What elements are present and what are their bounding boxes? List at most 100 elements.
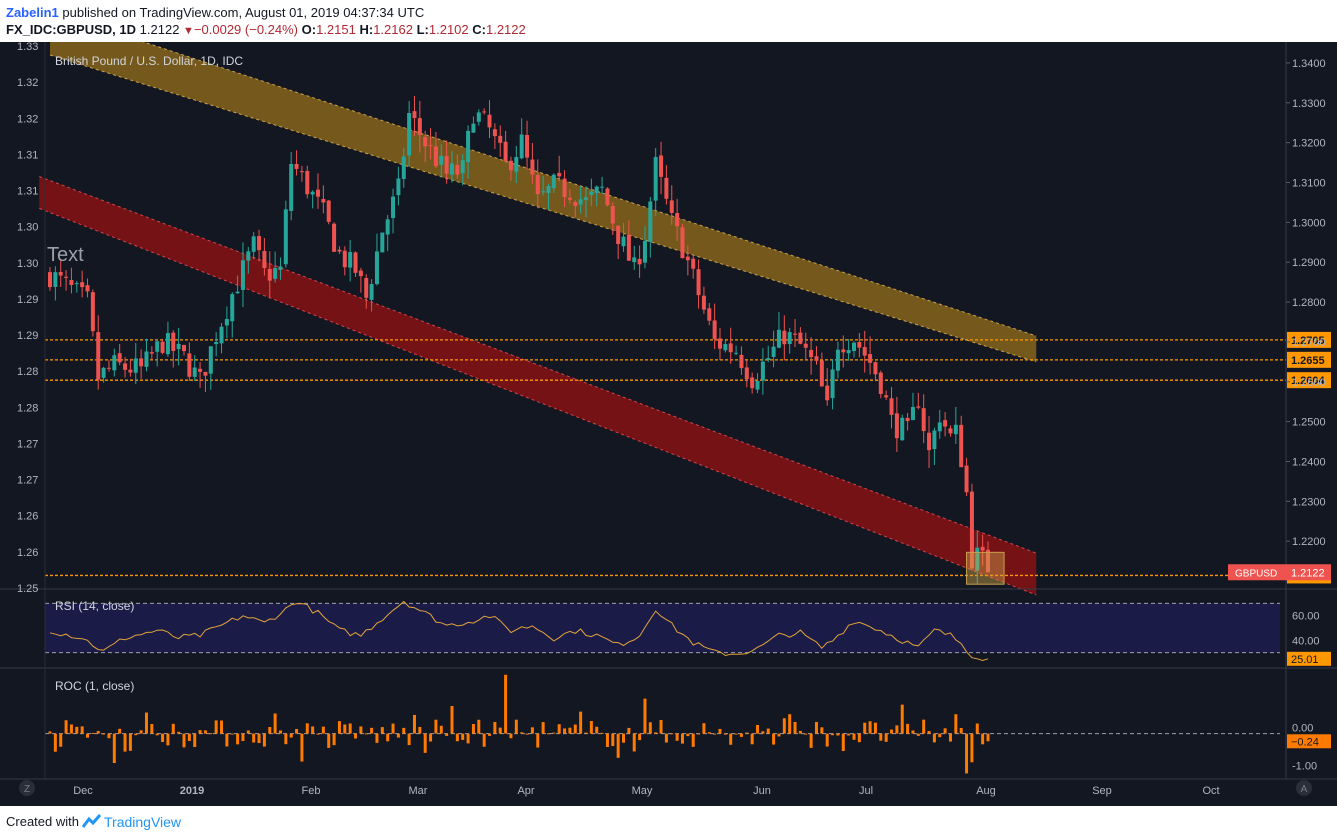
- left-axis-label: 1.32: [17, 113, 38, 125]
- candle-body: [573, 201, 578, 206]
- roc-bar: [64, 720, 68, 734]
- roc-bar: [96, 730, 100, 734]
- left-axis-label: 1.33: [17, 42, 38, 53]
- rsi-band: [45, 603, 1280, 653]
- roc-bar: [450, 706, 454, 734]
- candle-body: [294, 163, 299, 169]
- roc-bar: [686, 733, 690, 737]
- author-link[interactable]: Zabelin1: [6, 5, 59, 20]
- candle-body: [476, 112, 481, 122]
- roc-bar: [965, 733, 969, 774]
- roc-pane[interactable]: [45, 674, 1280, 774]
- roc-bar: [439, 725, 443, 734]
- roc-bar: [498, 727, 502, 734]
- roc-bar: [262, 733, 266, 747]
- roc-bar: [739, 733, 743, 737]
- roc-axis-label: -1.00: [1292, 760, 1317, 772]
- candle-body: [369, 284, 374, 300]
- published-text: published on TradingView.com, August 01,…: [62, 5, 425, 20]
- candle-body: [48, 272, 52, 288]
- level-price-label: 1.2655: [1291, 355, 1325, 367]
- channel-upper-bottom-edge: [49, 54, 1037, 363]
- level-price-label: 1.2604: [1291, 375, 1326, 387]
- roc-bar: [959, 727, 963, 734]
- roc-bar: [220, 720, 224, 734]
- last-price-value: 1.2122: [1291, 567, 1325, 579]
- roc-bar: [750, 733, 754, 745]
- right-axis-label: 1.2600: [1292, 377, 1326, 389]
- candle-body: [466, 130, 471, 163]
- candle-body: [246, 251, 251, 261]
- level-price-tag: [1287, 372, 1331, 389]
- price-pane[interactable]: [39, 42, 1286, 596]
- tradingview-brand[interactable]: TradingView: [104, 814, 182, 830]
- roc-bar: [852, 733, 856, 740]
- candle-body: [900, 417, 905, 441]
- x-axis-label: Aug: [976, 785, 996, 797]
- candle-body: [450, 163, 454, 175]
- timezone-button[interactable]: Z: [19, 780, 35, 796]
- roc-bar: [525, 733, 529, 735]
- candle-body: [846, 349, 851, 354]
- candle-body: [567, 197, 572, 200]
- text-annotation[interactable]: Text: [47, 244, 84, 266]
- roc-last-value: −0.24: [1291, 736, 1319, 748]
- roc-bar: [455, 733, 459, 742]
- candle-body: [905, 417, 910, 422]
- candle-body: [921, 408, 926, 432]
- roc-bar: [831, 733, 835, 736]
- roc-bar: [772, 733, 776, 745]
- candle-body: [326, 200, 331, 222]
- right-axis-label: 1.3200: [1292, 138, 1326, 150]
- ohlc-line: FX_IDC:GBPUSD, 1D 1.2122 ▼−0.0029 (−0.24…: [6, 22, 526, 37]
- roc-bar: [729, 733, 733, 745]
- roc-bar: [102, 733, 106, 735]
- candle-body: [503, 141, 508, 162]
- roc-bar: [80, 726, 84, 734]
- candle-body: [943, 420, 948, 427]
- candle-body: [203, 371, 208, 376]
- high-value: 1.2162: [373, 22, 413, 37]
- candle-body: [353, 252, 358, 273]
- candle-body: [819, 360, 824, 387]
- low-value: 1.2102: [428, 22, 469, 37]
- candle-body: [160, 341, 165, 353]
- candle-body: [766, 358, 771, 360]
- x-axis-label: Dec: [73, 785, 93, 797]
- roc-bar: [429, 733, 433, 742]
- roc-bar: [600, 732, 604, 734]
- roc-bar: [268, 726, 272, 734]
- candle-body: [176, 343, 181, 350]
- roc-bar: [938, 733, 942, 738]
- channel-lower: [39, 176, 1037, 595]
- created-with-label: Created with: [6, 814, 79, 829]
- roc-bar: [445, 733, 449, 736]
- candle-body: [224, 318, 229, 326]
- chart-canvas[interactable]: 1.27051.26551.26041.2114GBPUSD1.21221.34…: [0, 42, 1337, 806]
- candle-body: [187, 353, 192, 377]
- left-axis-label: 1.28: [17, 402, 38, 414]
- rsi-pane[interactable]: [45, 600, 1280, 662]
- candle-body: [632, 257, 637, 263]
- roc-bar: [605, 733, 609, 747]
- right-axis-label: 1.2800: [1292, 297, 1326, 309]
- roc-bar: [332, 733, 336, 746]
- candle-body: [487, 114, 492, 128]
- candle-body: [664, 177, 669, 199]
- axes: 1.27051.26551.26041.2114GBPUSD1.21221.34…: [0, 42, 1337, 797]
- candle-body: [948, 428, 953, 434]
- roc-bar: [354, 733, 358, 739]
- rsi-last-value: 25.01: [1291, 654, 1319, 666]
- last-price-tag: [1228, 564, 1331, 581]
- candle-body: [374, 251, 379, 285]
- roc-bar: [193, 733, 197, 747]
- roc-bar: [777, 733, 781, 737]
- auto-scale-button[interactable]: A: [1296, 780, 1312, 796]
- roc-bar: [788, 714, 792, 734]
- roc-bar: [948, 733, 952, 742]
- candle-body: [219, 326, 224, 344]
- roc-bar: [766, 728, 770, 734]
- candle-body: [358, 270, 363, 277]
- candle-body: [546, 186, 551, 193]
- roc-bar: [214, 720, 218, 734]
